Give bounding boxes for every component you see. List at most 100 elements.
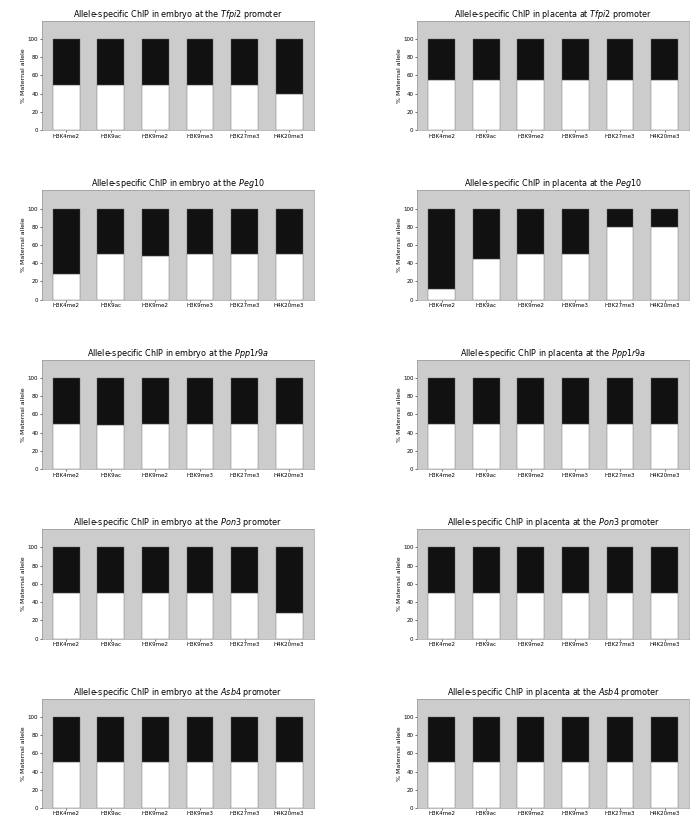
Bar <box>428 208 455 289</box>
Bar <box>97 378 125 426</box>
Bar <box>53 378 79 423</box>
Bar <box>276 717 303 762</box>
Bar <box>187 717 214 762</box>
Bar <box>562 39 589 80</box>
Bar <box>97 717 125 762</box>
Title: Allele-specific ChIP in placenta at the $\mathit{Peg10}$: Allele-specific ChIP in placenta at the … <box>464 177 642 190</box>
Bar <box>651 762 678 808</box>
Bar <box>651 208 678 227</box>
Bar <box>606 378 633 423</box>
Bar <box>473 717 500 762</box>
Bar <box>606 208 633 227</box>
Bar <box>428 378 455 423</box>
Bar <box>53 85 79 130</box>
Title: Allele-specific ChIP in embryo at the $\mathit{Ppp1r9a}$: Allele-specific ChIP in embryo at the $\… <box>86 347 269 360</box>
Bar <box>651 227 678 300</box>
Bar <box>606 717 633 762</box>
Bar <box>517 717 544 762</box>
Bar <box>276 94 303 130</box>
Bar <box>517 547 544 593</box>
Bar <box>97 254 125 300</box>
Bar <box>187 762 214 808</box>
Bar <box>606 593 633 639</box>
Bar <box>651 593 678 639</box>
Bar <box>142 85 169 130</box>
Bar <box>428 423 455 469</box>
Bar <box>606 423 633 469</box>
Title: Allele-specific ChIP in embryo at the $\mathit{Tfpi2}$ promoter: Allele-specific ChIP in embryo at the $\… <box>73 7 283 21</box>
Bar <box>517 423 544 469</box>
Bar <box>276 254 303 300</box>
Bar <box>231 254 258 300</box>
Y-axis label: % Maternal allele: % Maternal allele <box>397 217 402 272</box>
Y-axis label: % Maternal allele: % Maternal allele <box>22 387 26 441</box>
Y-axis label: % Maternal allele: % Maternal allele <box>397 556 402 611</box>
Y-axis label: % Maternal allele: % Maternal allele <box>22 217 26 272</box>
Bar <box>97 85 125 130</box>
Bar <box>53 762 79 808</box>
Bar <box>142 547 169 593</box>
Bar <box>562 717 589 762</box>
Title: Allele-specific ChIP in placenta at $\mathit{Tfpi2}$ promoter: Allele-specific ChIP in placenta at $\ma… <box>454 7 652 21</box>
Bar <box>53 717 79 762</box>
Bar <box>142 256 169 300</box>
Title: Allele-specific ChIP in embryo at the $\mathit{Asb4}$ promoter: Allele-specific ChIP in embryo at the $\… <box>73 686 283 699</box>
Y-axis label: % Maternal allele: % Maternal allele <box>397 48 402 102</box>
Bar <box>187 208 214 254</box>
Bar <box>651 39 678 80</box>
Bar <box>651 423 678 469</box>
Y-axis label: % Maternal allele: % Maternal allele <box>22 48 26 102</box>
Title: Allele-specific ChIP in embryo at the $\mathit{Peg10}$: Allele-specific ChIP in embryo at the $\… <box>91 177 264 190</box>
Bar <box>97 547 125 593</box>
Bar <box>276 423 303 469</box>
Bar <box>428 289 455 300</box>
Bar <box>562 378 589 423</box>
Bar <box>231 547 258 593</box>
Bar <box>428 762 455 808</box>
Bar <box>97 593 125 639</box>
Bar <box>53 208 79 274</box>
Bar <box>276 378 303 423</box>
Bar <box>231 378 258 423</box>
Bar <box>428 717 455 762</box>
Bar <box>142 208 169 256</box>
Bar <box>142 423 169 469</box>
Bar <box>97 426 125 469</box>
Bar <box>187 547 214 593</box>
Bar <box>428 80 455 130</box>
Bar <box>231 208 258 254</box>
Bar <box>473 593 500 639</box>
Y-axis label: % Maternal allele: % Maternal allele <box>397 387 402 441</box>
Bar <box>562 423 589 469</box>
Bar <box>651 717 678 762</box>
Bar <box>473 208 500 258</box>
Bar <box>142 39 169 85</box>
Y-axis label: % Maternal allele: % Maternal allele <box>22 726 26 781</box>
Bar <box>187 85 214 130</box>
Bar <box>53 39 79 85</box>
Y-axis label: % Maternal allele: % Maternal allele <box>397 726 402 781</box>
Bar <box>473 423 500 469</box>
Bar <box>53 547 79 593</box>
Bar <box>276 547 303 613</box>
Bar <box>187 423 214 469</box>
Bar <box>231 423 258 469</box>
Bar <box>562 254 589 300</box>
Bar <box>231 39 258 85</box>
Bar <box>428 39 455 80</box>
Bar <box>517 254 544 300</box>
Bar <box>473 378 500 423</box>
Bar <box>142 717 169 762</box>
Bar <box>473 762 500 808</box>
Title: Allele-specific ChIP in embryo at the $\mathit{Pon3}$ promoter: Allele-specific ChIP in embryo at the $\… <box>73 516 283 529</box>
Bar <box>97 762 125 808</box>
Bar <box>517 378 544 423</box>
Bar <box>473 80 500 130</box>
Bar <box>276 762 303 808</box>
Bar <box>97 208 125 254</box>
Bar <box>517 80 544 130</box>
Bar <box>473 547 500 593</box>
Bar <box>651 80 678 130</box>
Bar <box>187 378 214 423</box>
Y-axis label: % Maternal allele: % Maternal allele <box>22 556 26 611</box>
